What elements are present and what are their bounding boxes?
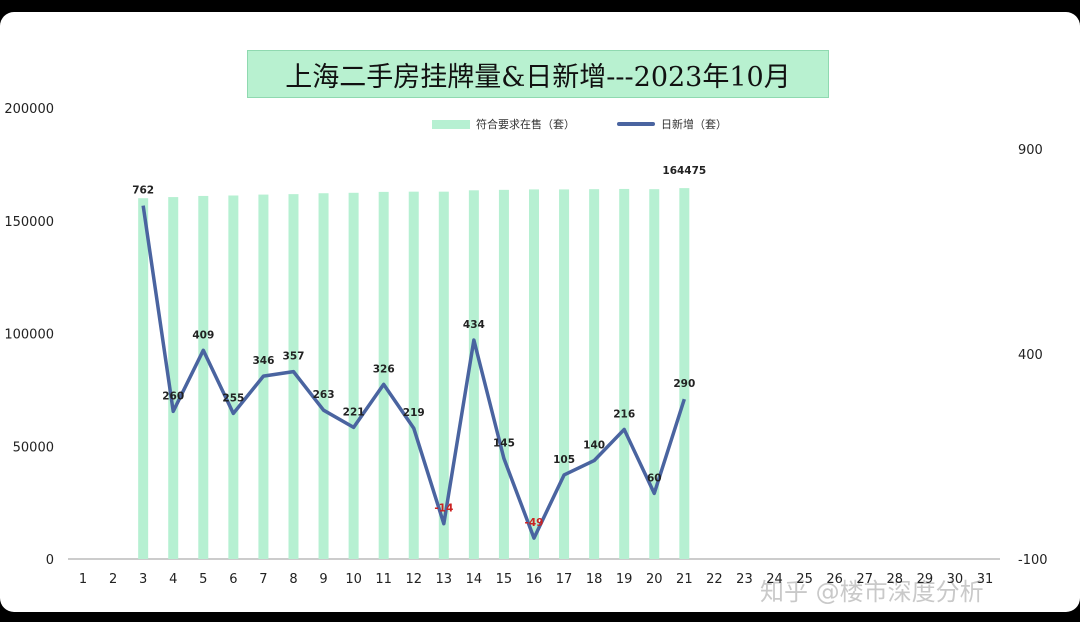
bar — [198, 195, 209, 559]
x-axis-tick-label: 14 — [466, 572, 483, 587]
left-axis-tick-label: 50000 — [13, 440, 54, 455]
x-axis-tick-label: 25 — [796, 572, 813, 587]
bar-data-label: 164475 — [662, 165, 706, 177]
x-axis-tick-label: 31 — [977, 572, 994, 587]
right-axis-tick-label: 400 — [1018, 348, 1043, 363]
x-axis-tick-label: 27 — [856, 572, 873, 587]
left-axis-tick-label: 0 — [46, 553, 54, 568]
x-axis-tick-label: 9 — [319, 572, 327, 587]
bar — [679, 188, 690, 559]
line-data-label: 326 — [373, 363, 395, 375]
line-data-label: 145 — [493, 438, 515, 450]
line-data-label: 762 — [132, 185, 154, 197]
bar — [318, 193, 329, 559]
bar — [168, 197, 179, 559]
x-axis-tick-label: 26 — [826, 572, 843, 587]
x-axis-tick-label: 16 — [526, 572, 543, 587]
bar — [408, 191, 419, 559]
x-axis-tick-label: 28 — [887, 572, 904, 587]
x-axis-tick-label: 10 — [345, 572, 362, 587]
bar — [498, 189, 509, 559]
bar — [138, 198, 149, 559]
line-data-label: 60 — [647, 472, 662, 484]
line-data-label: 409 — [192, 329, 214, 341]
bar — [559, 189, 570, 559]
left-axis-tick-label: 100000 — [4, 328, 54, 343]
legend-item-line: 日新增（套） — [617, 116, 727, 132]
bar — [288, 194, 299, 560]
x-axis-tick-label: 21 — [676, 572, 693, 587]
chart-panel: 上海二手房挂牌量&日新增---2023年10月 符合要求在售（套） 日新增（套）… — [0, 12, 1080, 612]
bar — [529, 189, 539, 559]
line-data-label: 263 — [313, 389, 335, 401]
bar — [589, 189, 600, 559]
x-axis-tick-label: 1 — [79, 572, 87, 587]
watermark: 知乎 @楼市深度分析 — [760, 578, 984, 606]
bar — [378, 191, 389, 560]
line-data-label: 216 — [613, 408, 635, 420]
legend-item-bar: 符合要求在售（套） — [432, 116, 575, 132]
legend: 符合要求在售（套） 日新增（套） — [432, 116, 769, 132]
x-axis-tick-label: 4 — [169, 572, 177, 587]
x-axis-tick-label: 11 — [375, 572, 392, 587]
line-data-label: -49 — [525, 517, 544, 529]
line-data-label: -14 — [434, 503, 453, 515]
x-axis-tick-label: 24 — [766, 572, 783, 587]
line-data-label: 260 — [162, 390, 184, 402]
chart-title-box: 上海二手房挂牌量&日新增---2023年10月 — [247, 50, 829, 98]
line-data-label: 346 — [252, 355, 274, 367]
x-axis-tick-label: 22 — [706, 572, 723, 587]
x-axis-tick-label: 3 — [139, 572, 147, 587]
line-data-label: 290 — [673, 378, 695, 390]
legend-label-line: 日新增（套） — [661, 118, 727, 131]
x-axis-tick-label: 19 — [616, 572, 633, 587]
x-axis-tick-label: 30 — [947, 572, 964, 587]
x-axis-tick-label: 29 — [917, 572, 934, 587]
x-axis-tick-label: 5 — [199, 572, 207, 587]
line-data-label: 434 — [463, 319, 485, 331]
x-axis-tick-label: 20 — [646, 572, 663, 587]
bar — [348, 192, 359, 559]
line-data-label: 357 — [283, 351, 305, 363]
chart-title: 上海二手房挂牌量&日新增---2023年10月 — [285, 61, 791, 93]
bar — [649, 189, 660, 559]
line-data-label: 221 — [343, 406, 365, 418]
x-axis-tick-label: 12 — [405, 572, 422, 587]
x-axis-tick-label: 18 — [586, 572, 603, 587]
bar — [619, 188, 630, 559]
x-axis-tick-label: 2 — [109, 572, 117, 587]
x-axis-tick-label: 17 — [556, 572, 573, 587]
left-axis-tick-label: 150000 — [4, 215, 54, 230]
line-series — [141, 205, 686, 540]
x-axis-tick-label: 7 — [259, 572, 267, 587]
x-axis-tick-label: 13 — [436, 572, 453, 587]
right-axis-tick-label: 900 — [1018, 143, 1043, 158]
legend-label-bar: 符合要求在售（套） — [476, 118, 575, 131]
line-data-label: 105 — [553, 454, 575, 466]
x-axis-tick-label: 15 — [496, 572, 513, 587]
left-axis-tick-label: 200000 — [4, 102, 54, 117]
x-axis-tick-label: 6 — [229, 572, 237, 587]
legend-swatch-bar — [432, 119, 470, 129]
right-axis-tick-label: -100 — [1018, 553, 1048, 568]
x-axis-tick-label: 23 — [736, 572, 753, 587]
line-data-label: 219 — [403, 407, 425, 419]
bar — [468, 190, 479, 559]
x-axis-tick-label: 8 — [289, 572, 297, 587]
line-data-label: 255 — [222, 392, 244, 404]
line-data-label: 140 — [583, 440, 605, 452]
bar — [438, 191, 449, 559]
legend-swatch-line — [617, 122, 655, 126]
bar — [228, 195, 239, 559]
